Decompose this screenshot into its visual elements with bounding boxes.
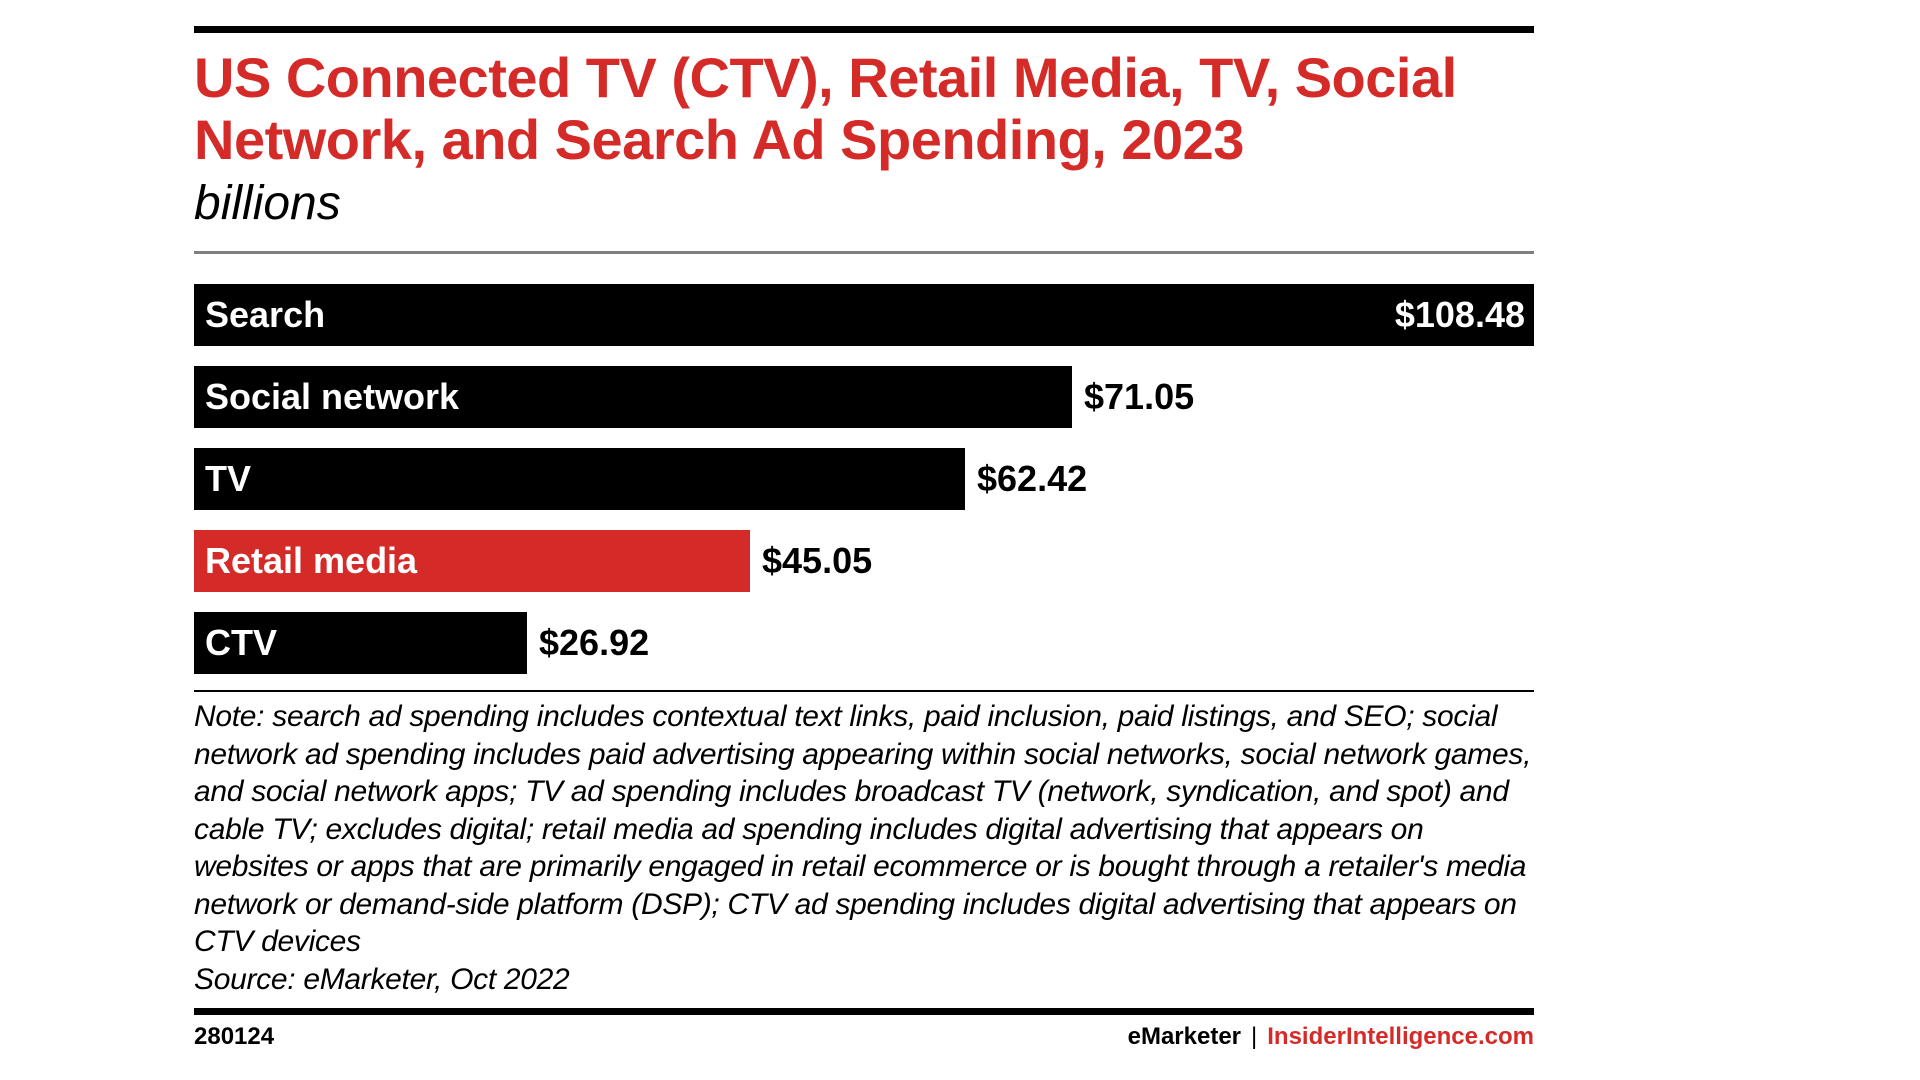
source-text: Source: eMarketer, Oct 2022 [194, 962, 570, 996]
bar-row-search: Search $108.48 [194, 284, 1534, 346]
header-rule [194, 251, 1534, 254]
bar-value-retail-media: $45.05 [762, 540, 873, 581]
bar-chart: Search $108.48 Social network $71.05 TV $62.4… [194, 284, 1534, 684]
bar-ctv [194, 612, 527, 674]
bar-label-tv: TV [205, 458, 252, 499]
footer: 280124 eMarketer | InsiderIntelligence.com [194, 1023, 1534, 1063]
chart-card: US Connected TV (CTV), Retail Media, TV,… [194, 26, 1534, 1063]
bar-tv [194, 448, 965, 510]
bar-search [194, 284, 1534, 346]
bar-value-search: $108.48 [1394, 294, 1525, 335]
top-rule [194, 26, 1534, 33]
bar-social-network [194, 366, 1072, 428]
brand-site-link[interactable]: InsiderIntelligence.com [1267, 1023, 1534, 1050]
note-rule [194, 690, 1534, 692]
brand-block: eMarketer | InsiderIntelligence.com [1128, 1023, 1534, 1051]
brand-name: eMarketer [1127, 1023, 1242, 1050]
bar-label-social-network: Social network [205, 376, 460, 417]
brand-separator: | [1251, 1023, 1258, 1050]
bar-retail-media [194, 530, 750, 592]
bar-value-social-network: $71.05 [1084, 376, 1195, 417]
bar-row-social-network: Social network $71.05 [194, 366, 1534, 428]
bar-row-tv: TV $62.42 [194, 448, 1534, 510]
chart-note: Note: search ad spending includes contex… [194, 698, 1534, 998]
bar-label-search: Search [205, 294, 326, 335]
chart-title: US Connected TV (CTV), Retail Media, TV,… [194, 46, 1457, 171]
bottom-rule [194, 1008, 1534, 1015]
bar-row-retail-media: Retail media $45.05 [194, 530, 1534, 592]
note-text: Note: search ad spending includes contex… [194, 700, 1532, 958]
chart-id: 280124 [194, 1023, 275, 1050]
bar-value-ctv: $26.92 [539, 622, 650, 663]
bar-label-ctv: CTV [205, 622, 277, 663]
bar-value-tv: $62.42 [977, 458, 1088, 499]
bar-row-ctv: CTV $26.92 [194, 612, 1534, 674]
bar-label-retail-media: Retail media [205, 540, 418, 581]
chart-subtitle: billions [194, 177, 341, 230]
